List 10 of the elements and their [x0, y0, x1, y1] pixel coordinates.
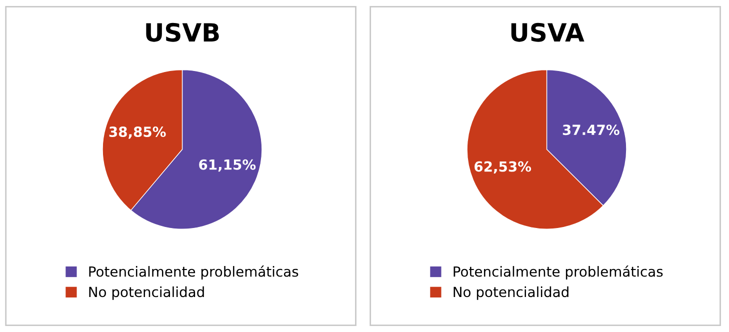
data-label: 37.47%	[562, 124, 620, 136]
legend-label: No potencialidad	[454, 286, 568, 300]
legend-label: Potencialmente problemáticas	[454, 265, 663, 280]
chart-title: USVA	[511, 22, 584, 42]
chart-title: USVB	[146, 22, 219, 42]
legend-label: Potencialmente problemáticas	[89, 265, 298, 280]
data-label: 61,15%	[199, 159, 256, 172]
legend-label: No potencialidad	[89, 286, 204, 300]
data-label: 62,53%	[474, 161, 532, 174]
data-label: 38,85%	[109, 126, 166, 139]
